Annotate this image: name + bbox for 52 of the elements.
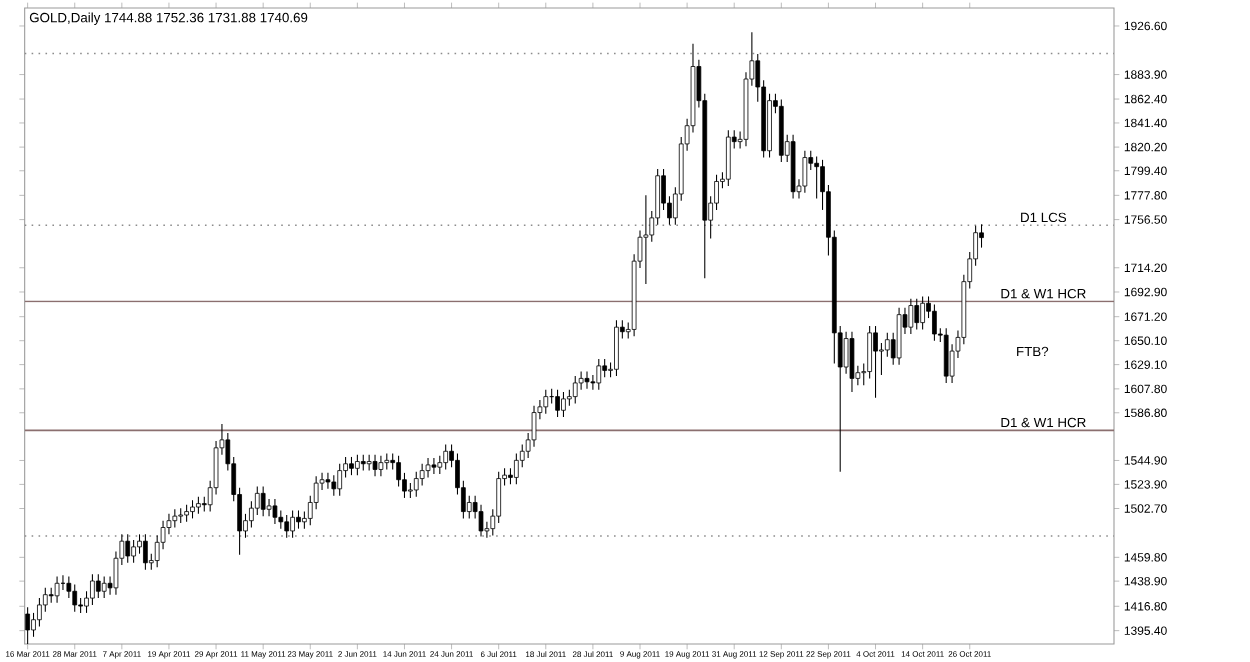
candlestick [137, 533, 142, 555]
candlestick [125, 533, 131, 564]
candlestick [378, 455, 384, 477]
candlestick [466, 495, 472, 519]
candlestick [431, 457, 437, 475]
candlestick [331, 474, 337, 497]
candlestick [932, 303, 937, 342]
candlestick [896, 307, 902, 366]
candlestick [543, 389, 549, 415]
candlestick [849, 331, 855, 393]
candlestick [572, 375, 578, 404]
candlestick [555, 389, 560, 418]
candlestick [284, 514, 290, 539]
candlestick [337, 463, 343, 497]
candlestick [584, 371, 590, 390]
candlestick [914, 298, 920, 330]
candlestick [602, 358, 608, 378]
candlestick [478, 504, 484, 538]
candlestick [349, 456, 354, 476]
candlestick [561, 391, 566, 418]
candlestick [366, 454, 372, 472]
candlestick [920, 295, 925, 330]
candlestick [54, 575, 60, 604]
candlestick [425, 457, 431, 478]
candlestick [372, 454, 378, 477]
candlestick [413, 471, 419, 498]
candlestick [296, 509, 301, 530]
candlestick [325, 472, 331, 490]
candlestick [802, 150, 808, 194]
candlestick [90, 573, 95, 606]
candlestick [596, 358, 602, 391]
candlestick [290, 509, 295, 539]
candlestick [272, 498, 278, 525]
candlestick [172, 508, 178, 529]
candlestick [908, 298, 914, 335]
candlestick [943, 327, 949, 384]
candlestick [873, 325, 878, 399]
candlestick [190, 499, 195, 519]
candlestick [266, 498, 272, 517]
candlestick [95, 573, 101, 599]
candlestick [131, 539, 136, 564]
candlestick [355, 454, 360, 476]
candlestick [260, 486, 266, 517]
candlestick [72, 583, 78, 613]
candlestick [843, 331, 849, 375]
candlestick [443, 443, 449, 471]
candlestick [101, 575, 107, 599]
candlestick [514, 452, 519, 485]
candlestick [643, 194, 649, 285]
candlestick [614, 319, 619, 377]
candlestick [725, 129, 731, 187]
candlestick [143, 533, 148, 571]
